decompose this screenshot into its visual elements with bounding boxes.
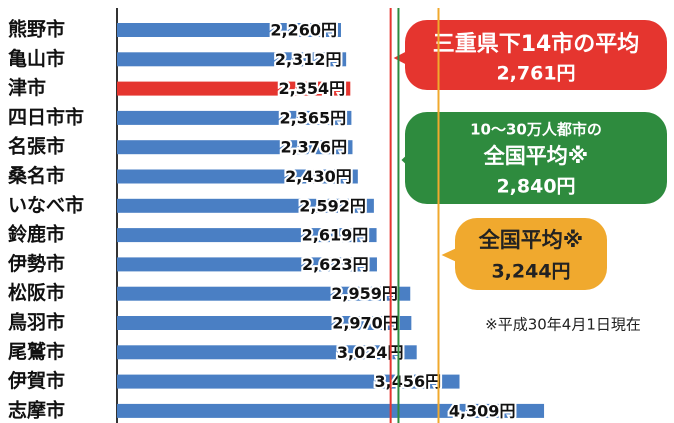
bar (117, 198, 374, 213)
value-label: 2,312円 (275, 50, 342, 69)
value-label: 4,309円 (449, 401, 516, 420)
category-label: 鳥羽市 (8, 311, 65, 334)
note: ※平成30年4月1日現在 (485, 316, 641, 334)
category-label: 桑名市 (8, 164, 65, 187)
callout-value: 2,761円 (496, 63, 575, 85)
value-label: 2,970円 (332, 314, 399, 333)
bar (117, 110, 352, 125)
category-label: 津市 (8, 76, 46, 99)
value-label: 3,456円 (375, 372, 442, 391)
callout-label: 10～30万人都市の (470, 121, 602, 139)
bar (117, 374, 460, 389)
callout-value: 2,840円 (496, 176, 575, 198)
category-label: 伊賀市 (7, 369, 65, 392)
bar (117, 257, 377, 272)
category-label: 四日市市 (8, 105, 84, 128)
bar (117, 403, 545, 418)
value-label: 3,024円 (337, 343, 404, 362)
value-label: 2,354円 (279, 79, 346, 98)
category-label: 伊勢市 (7, 252, 65, 275)
bar (117, 345, 417, 360)
bar (117, 23, 341, 37)
callout-label: 全国平均※ (478, 228, 583, 252)
bar (117, 316, 412, 330)
bar (117, 169, 358, 184)
category-label: 尾鷲市 (8, 340, 65, 363)
value-label: 2,260円 (270, 21, 337, 40)
bar (117, 81, 351, 96)
bar (117, 228, 377, 243)
category-label: 鈴鹿市 (8, 223, 65, 246)
value-label: 2,619円 (302, 226, 369, 245)
callout-value: 3,244円 (491, 261, 570, 283)
category-label: 松阪市 (8, 281, 65, 304)
value-label: 2,592円 (299, 196, 366, 215)
callout-box (455, 218, 607, 290)
value-label: 2,959円 (331, 284, 398, 303)
value-label: 2,376円 (280, 138, 347, 157)
category-label: 亀山市 (8, 47, 65, 70)
bar (117, 140, 353, 155)
callout-box (405, 20, 667, 90)
value-label: 2,623円 (302, 255, 369, 274)
value-label: 2,365円 (280, 108, 347, 127)
bar (117, 52, 347, 67)
category-label: 名張市 (8, 135, 65, 158)
category-label: 志摩市 (8, 398, 65, 421)
category-label: 熊野市 (8, 18, 65, 41)
category-label: いなべ市 (8, 193, 84, 216)
value-label: 2,430円 (285, 167, 352, 186)
callout-box (405, 112, 667, 204)
callout-label: 全国平均※ (483, 144, 588, 168)
callout-label: 三重県下14市の平均 (433, 31, 640, 57)
bar (117, 286, 411, 301)
